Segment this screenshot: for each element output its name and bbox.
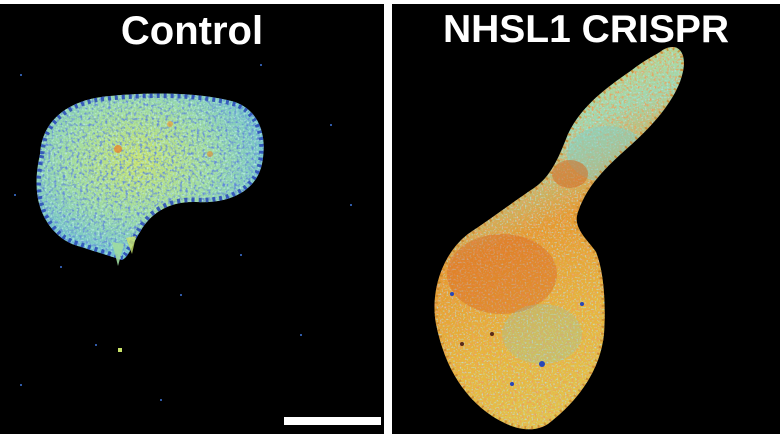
nhsl1-crispr-panel-title: NHSL1 CRISPR [442, 8, 730, 51]
nhsl1-crispr-cell-image [434, 47, 685, 430]
background-speckles [14, 64, 352, 401]
control-panel: Control [0, 4, 384, 434]
control-panel-title: Control [120, 9, 264, 53]
control-cell-image [14, 64, 352, 401]
scale-bar [284, 417, 381, 425]
nhsl1-crispr-panel: NHSL1 CRISPR [392, 4, 780, 434]
